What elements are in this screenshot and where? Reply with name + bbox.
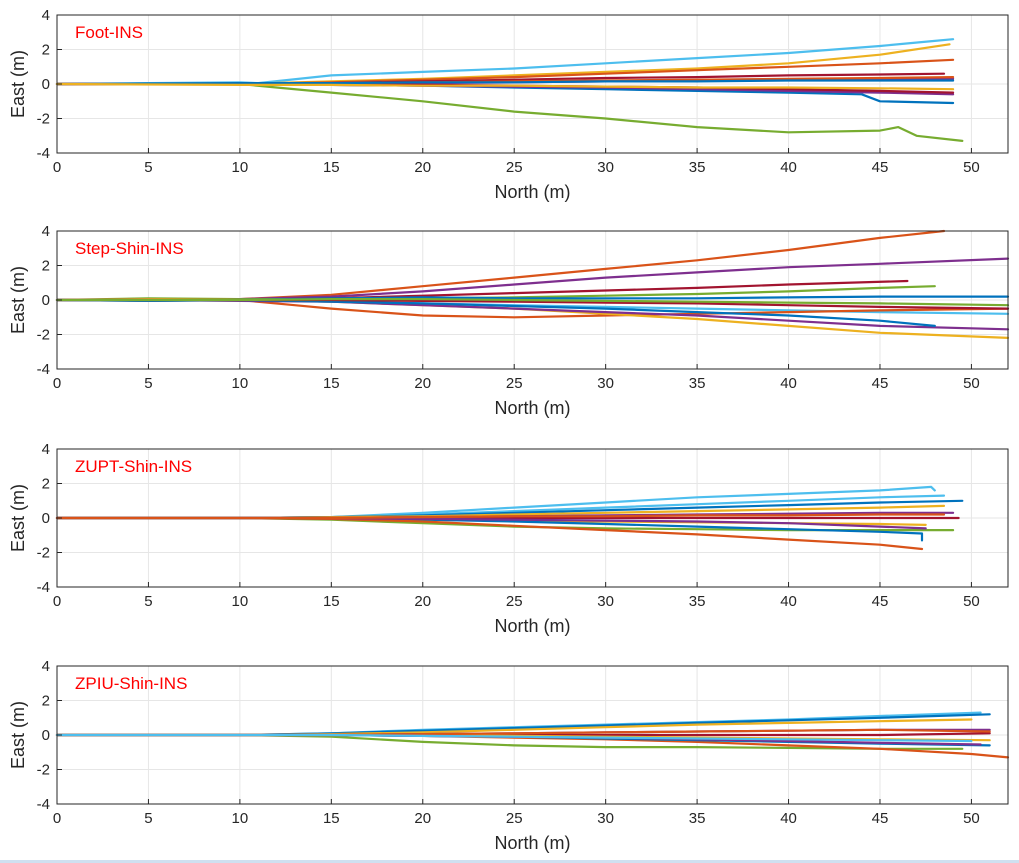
- x-tick-label: 25: [506, 810, 523, 827]
- x-tick-label: 15: [323, 159, 340, 176]
- x-tick-label: 15: [323, 810, 340, 827]
- x-tick-label: 25: [506, 593, 523, 610]
- x-tick-label: 10: [232, 159, 249, 176]
- y-tick-label: -2: [37, 327, 50, 344]
- x-tick-label: 0: [53, 593, 61, 610]
- chart-panel-3: 0 5 10 15 20 25 30 35 40 45 50 -4 -2 0 2 4 North (m) East…: [8, 441, 1009, 636]
- x-tick-label: 45: [872, 159, 889, 176]
- chart-panel-1: 0 5 10 15 20 25 30 35 40 45 50 -4 -2 0 2 4 North (m) East…: [8, 7, 1009, 202]
- x-tick-label: 25: [506, 159, 523, 176]
- x-tick-label: 20: [414, 375, 431, 392]
- y-tick-label: -2: [37, 762, 50, 779]
- chart-panel-4: 0 5 10 15 20 25 30 35 40 45 50 -4 -2 0 2 4 North (m) East…: [8, 658, 1010, 853]
- x-tick-label: 30: [597, 375, 614, 392]
- x-tick-label: 35: [689, 159, 706, 176]
- y-axis-label: East (m): [8, 50, 28, 118]
- x-tick-label: 50: [963, 159, 980, 176]
- series-line-trial-12: [55, 298, 1010, 307]
- x-axis-label: North (m): [495, 833, 571, 853]
- x-tick-label: 45: [872, 593, 889, 610]
- chart-panel-2: 0 5 10 15 20 25 30 35 40 45 50 -4 -2 0 2 4 North (m) East…: [8, 223, 1010, 418]
- x-tick-label: 50: [963, 593, 980, 610]
- series-line-trial-2: [55, 257, 1010, 302]
- y-tick-label: -4: [37, 145, 50, 162]
- y-tick-label: 0: [42, 510, 50, 527]
- x-tick-label: 30: [597, 810, 614, 827]
- y-tick-label: 2: [42, 42, 50, 59]
- x-tick-label: 50: [963, 375, 980, 392]
- x-tick-label: 10: [232, 810, 249, 827]
- x-tick-label: 45: [872, 810, 889, 827]
- panel-title: ZPIU-Shin-INS: [75, 674, 187, 693]
- y-tick-label: 2: [42, 693, 50, 710]
- y-tick-label: 0: [42, 292, 50, 309]
- series-line-trial-12: [55, 513, 946, 520]
- x-tick-label: 35: [689, 593, 706, 610]
- x-tick-label: 10: [232, 375, 249, 392]
- x-axis-label: North (m): [495, 616, 571, 636]
- y-axis-label: East (m): [8, 266, 28, 334]
- y-axis-label: East (m): [8, 484, 28, 552]
- x-tick-label: 5: [144, 593, 152, 610]
- y-tick-label: 2: [42, 476, 50, 493]
- series-line-trial-9: [55, 516, 924, 542]
- y-tick-label: 0: [42, 727, 50, 744]
- y-tick-label: 4: [42, 223, 50, 240]
- x-tick-label: 40: [780, 593, 797, 610]
- panel-title: Step-Shin-INS: [75, 239, 184, 258]
- x-tick-label: 40: [780, 810, 797, 827]
- y-tick-label: -4: [37, 361, 50, 378]
- x-tick-label: 15: [323, 593, 340, 610]
- series-line-trial-12: [55, 82, 955, 91]
- series-line-trial-1: [55, 711, 982, 737]
- y-tick-label: -4: [37, 579, 50, 596]
- x-axis-label: North (m): [495, 398, 571, 418]
- x-tick-label: 30: [597, 593, 614, 610]
- y-tick-label: -2: [37, 111, 50, 128]
- x-tick-label: 5: [144, 159, 152, 176]
- series-line-trial-12: [55, 733, 973, 743]
- x-tick-label: 10: [232, 593, 249, 610]
- x-tick-label: 15: [323, 375, 340, 392]
- window-bottom-edge: [0, 860, 1019, 863]
- panel-title: ZUPT-Shin-INS: [75, 457, 192, 476]
- x-tick-label: 35: [689, 375, 706, 392]
- x-tick-label: 5: [144, 375, 152, 392]
- panel-title: Foot-INS: [75, 23, 143, 42]
- series-line-trial-9: [55, 298, 1010, 331]
- x-axis-label: North (m): [495, 182, 571, 202]
- y-tick-label: 2: [42, 258, 50, 275]
- y-axis-label: East (m): [8, 701, 28, 769]
- y-tick-label: -2: [37, 545, 50, 562]
- y-tick-label: 0: [42, 76, 50, 93]
- series-line-trial-6: [55, 82, 964, 142]
- x-tick-label: 25: [506, 375, 523, 392]
- y-tick-label: 4: [42, 7, 50, 24]
- x-tick-label: 20: [414, 593, 431, 610]
- y-tick-label: 4: [42, 658, 50, 675]
- x-tick-label: 35: [689, 810, 706, 827]
- y-tick-label: -4: [37, 796, 50, 813]
- x-tick-label: 20: [414, 810, 431, 827]
- x-tick-label: 50: [963, 810, 980, 827]
- x-tick-label: 40: [780, 375, 797, 392]
- x-tick-label: 30: [597, 159, 614, 176]
- x-tick-label: 0: [53, 159, 61, 176]
- x-tick-label: 0: [53, 375, 61, 392]
- y-tick-label: 4: [42, 441, 50, 458]
- series-line-trial-11: [55, 79, 955, 86]
- x-tick-label: 40: [780, 159, 797, 176]
- x-tick-label: 5: [144, 810, 152, 827]
- x-tick-label: 45: [872, 375, 889, 392]
- x-tick-label: 0: [53, 810, 61, 827]
- x-tick-label: 20: [414, 159, 431, 176]
